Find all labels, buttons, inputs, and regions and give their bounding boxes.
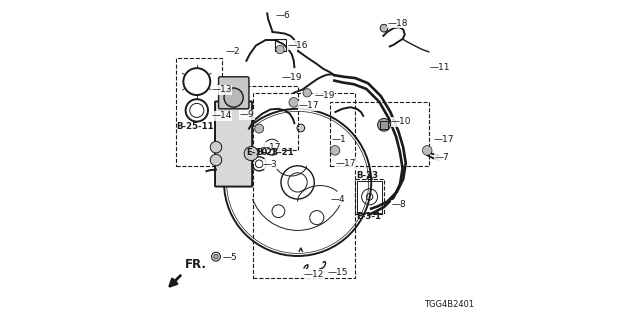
Circle shape bbox=[289, 98, 298, 107]
Bar bbox=[355, 179, 384, 214]
Text: —5: —5 bbox=[223, 253, 237, 262]
Circle shape bbox=[255, 124, 264, 133]
Text: —4: —4 bbox=[331, 196, 345, 204]
Circle shape bbox=[297, 124, 305, 132]
Bar bbox=[176, 58, 223, 166]
Bar bbox=[357, 181, 383, 213]
Text: —16: —16 bbox=[287, 41, 308, 50]
Text: FR.: FR. bbox=[185, 258, 207, 271]
Circle shape bbox=[422, 146, 432, 155]
Bar bbox=[253, 93, 355, 278]
Text: —15: —15 bbox=[328, 268, 349, 277]
Text: —11: —11 bbox=[430, 63, 451, 72]
Text: —1: —1 bbox=[332, 135, 347, 144]
Circle shape bbox=[378, 118, 390, 131]
Text: —7: —7 bbox=[435, 153, 449, 162]
Text: B-25-11: B-25-11 bbox=[177, 122, 214, 131]
Text: —17: —17 bbox=[261, 143, 282, 152]
Text: —19: —19 bbox=[314, 92, 335, 100]
Text: B-23-21: B-23-21 bbox=[257, 148, 294, 157]
Text: —18: —18 bbox=[388, 19, 408, 28]
FancyBboxPatch shape bbox=[219, 77, 249, 109]
Text: —9: —9 bbox=[239, 110, 254, 119]
Circle shape bbox=[211, 252, 220, 261]
Text: —17: —17 bbox=[335, 159, 356, 168]
Text: —2: —2 bbox=[226, 47, 240, 56]
Circle shape bbox=[224, 88, 243, 107]
Text: —17: —17 bbox=[298, 101, 319, 110]
Bar bbox=[380, 121, 388, 129]
Text: —12: —12 bbox=[304, 270, 324, 279]
Text: E-10-1: E-10-1 bbox=[246, 148, 276, 157]
Text: —17: —17 bbox=[434, 135, 454, 144]
Circle shape bbox=[244, 147, 259, 161]
Bar bbox=[275, 39, 287, 51]
Circle shape bbox=[276, 45, 284, 54]
Circle shape bbox=[380, 24, 388, 32]
Text: TGG4B2401: TGG4B2401 bbox=[424, 300, 474, 309]
Text: E-3-1: E-3-1 bbox=[356, 212, 381, 221]
Circle shape bbox=[214, 254, 218, 259]
Circle shape bbox=[330, 146, 340, 155]
Circle shape bbox=[210, 141, 222, 153]
Text: —14: —14 bbox=[211, 111, 232, 120]
Text: B-23: B-23 bbox=[356, 172, 378, 180]
FancyBboxPatch shape bbox=[215, 101, 252, 187]
Text: —10: —10 bbox=[391, 117, 412, 126]
Text: —19: —19 bbox=[282, 73, 302, 82]
Circle shape bbox=[303, 89, 312, 97]
Text: —13: —13 bbox=[211, 85, 232, 94]
Text: —8: —8 bbox=[392, 200, 406, 209]
Bar bbox=[245, 86, 298, 150]
Bar bbox=[330, 102, 429, 166]
Circle shape bbox=[210, 154, 222, 166]
Text: —6: —6 bbox=[276, 12, 291, 20]
Text: —3: —3 bbox=[263, 160, 278, 169]
